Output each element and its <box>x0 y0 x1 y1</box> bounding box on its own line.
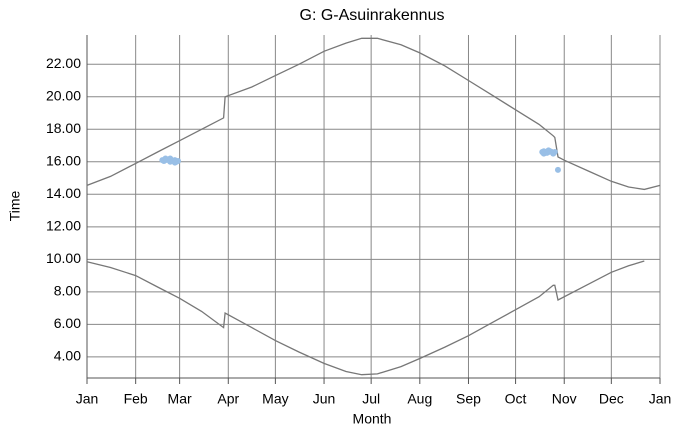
point <box>550 150 557 157</box>
x-tick-label: Nov <box>552 391 577 407</box>
x-tick-label: Jun <box>313 391 336 407</box>
line <box>86 260 645 376</box>
y-tick-label: 12.00 <box>46 218 81 234</box>
y-tick-label: 6.00 <box>54 315 81 331</box>
x-tick-label: Jul <box>362 391 380 407</box>
point <box>162 155 169 162</box>
line <box>86 37 661 191</box>
x-tick-label: Aug <box>407 391 432 407</box>
point <box>171 159 178 166</box>
point <box>554 166 561 173</box>
x-tick-label: Jan <box>76 391 99 407</box>
y-tick-label: 18.00 <box>46 120 81 136</box>
point <box>545 147 552 154</box>
x-tick-label: Dec <box>599 391 624 407</box>
y-tick-label: 20.00 <box>46 87 81 103</box>
y-axis-label: Time <box>7 190 23 221</box>
y-tick-label: 16.00 <box>46 152 81 168</box>
x-tick-label: Mar <box>168 391 192 407</box>
y-tick-label: 8.00 <box>54 283 81 299</box>
x-tick-label: May <box>262 391 288 407</box>
y-tick-label: 14.00 <box>46 185 81 201</box>
y-tick-label: 4.00 <box>54 348 81 364</box>
x-tick-label: Feb <box>124 391 148 407</box>
point <box>167 155 174 162</box>
y-tick-label: 10.00 <box>46 250 81 266</box>
x-tick-label: Jan <box>649 391 672 407</box>
x-axis-label: Month <box>353 411 392 427</box>
chart-title: G: G-Asuinrakennus <box>300 7 445 24</box>
x-tick-label: Sep <box>456 391 481 407</box>
point <box>540 150 547 157</box>
x-tick-label: Oct <box>505 391 527 407</box>
x-tick-label: Apr <box>217 391 239 407</box>
y-tick-label: 22.00 <box>46 55 81 71</box>
